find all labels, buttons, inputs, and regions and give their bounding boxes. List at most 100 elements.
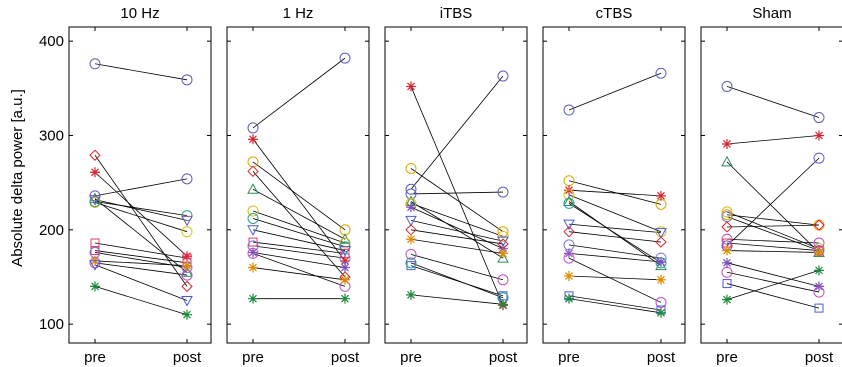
- marker-pre: [89, 196, 101, 208]
- marker-post: [182, 260, 192, 271]
- subject-line: [410, 219, 504, 242]
- subject-line: [252, 161, 346, 231]
- subject-line: [726, 242, 820, 251]
- subject-line: [94, 264, 188, 301]
- marker-pre: [722, 257, 732, 268]
- marker-pre: [247, 247, 259, 259]
- subject-line: [568, 231, 662, 243]
- marker-pre: [247, 122, 259, 134]
- x-tick-label: post: [489, 349, 518, 366]
- x-tick-label: post: [647, 349, 676, 366]
- panel-sham: Sham pre post: [700, 5, 842, 366]
- subject-line: [726, 214, 820, 226]
- subject-line: [726, 269, 820, 300]
- y-tick-label: 300: [39, 127, 64, 144]
- marker-post: [656, 274, 666, 285]
- panel-ctbs: cTBS pre post: [542, 5, 686, 366]
- marker-post: [182, 309, 192, 320]
- marker-pre: [248, 293, 258, 304]
- subject-line: [568, 257, 662, 303]
- marker-post: [497, 70, 509, 82]
- marker-pre: [406, 289, 416, 300]
- subject-line: [568, 223, 662, 234]
- marker-post: [813, 112, 825, 124]
- subject-line: [410, 294, 504, 305]
- plot-frame: [68, 26, 212, 344]
- marker-post: [340, 274, 350, 285]
- subject-line: [726, 157, 820, 247]
- panel-title: 1 Hz: [283, 5, 314, 22]
- marker-post: [655, 236, 667, 248]
- y-axis-label: Absolute delta power [a.u.]: [9, 89, 26, 267]
- marker-post: [814, 265, 824, 276]
- subject-line: [410, 253, 504, 281]
- marker-pre: [563, 189, 575, 201]
- marker-pre: [722, 138, 732, 149]
- marker-post: [339, 246, 351, 257]
- subject-line: [252, 253, 346, 287]
- x-tick-label: post: [173, 349, 202, 366]
- subject-line: [252, 252, 346, 268]
- x-tick-label: post: [805, 349, 834, 366]
- marker-pre: [564, 293, 574, 304]
- subject-line: [252, 241, 346, 254]
- marker-pre: [247, 225, 259, 236]
- marker-pre: [721, 221, 733, 233]
- marker-pre: [405, 248, 417, 260]
- subject-line: [252, 245, 346, 259]
- panel-title: cTBS: [596, 5, 633, 22]
- subject-line: [94, 201, 188, 217]
- subject-line: [94, 286, 188, 316]
- subject-line: [94, 178, 188, 197]
- panel-title: 10 Hz: [120, 5, 159, 22]
- subject-line: [252, 229, 346, 251]
- marker-pre: [721, 233, 733, 245]
- subject-line: [410, 168, 504, 233]
- subject-line: [568, 180, 662, 205]
- marker-pre: [90, 167, 100, 178]
- marker-post: [813, 219, 825, 231]
- subject-line: [410, 201, 504, 259]
- marker-pre: [406, 81, 416, 92]
- subject-line: [410, 262, 504, 299]
- y-tick-label: 400: [39, 33, 64, 50]
- marker-pre: [90, 246, 100, 256]
- panel-itbs: iTBS pre post: [384, 5, 528, 366]
- marker-post: [181, 74, 193, 86]
- marker-pre: [563, 252, 575, 264]
- marker-post: [181, 215, 193, 227]
- subject-line: [726, 271, 820, 293]
- marker-post: [498, 248, 508, 259]
- marker-post: [497, 252, 509, 263]
- marker-post: [813, 152, 825, 164]
- subject-line: [94, 63, 188, 81]
- subject-line: [252, 218, 346, 248]
- marker-pre: [405, 183, 417, 195]
- marker-post: [181, 226, 193, 238]
- marker-pre: [563, 219, 575, 231]
- x-tick-label: pre: [400, 349, 422, 366]
- marker-post: [814, 130, 824, 141]
- marker-pre: [248, 247, 258, 258]
- subject-line: [726, 238, 820, 244]
- marker-pre: [248, 262, 258, 273]
- marker-pre: [405, 257, 417, 269]
- subject-line: [726, 283, 820, 309]
- marker-post: [656, 307, 666, 318]
- subject-line: [410, 238, 504, 254]
- marker-pre: [247, 183, 259, 194]
- panel-10-hz: 10 Hz 100 200 300 400 pre post: [39, 5, 212, 366]
- marker-post: [181, 173, 193, 185]
- subject-line: [94, 171, 188, 257]
- marker-pre: [721, 266, 733, 278]
- subject-line: [94, 199, 188, 221]
- marker-post: [497, 274, 509, 286]
- marker-pre: [89, 58, 101, 70]
- subject-line: [252, 139, 346, 262]
- marker-post: [181, 210, 193, 222]
- marker-post: [182, 251, 192, 262]
- subject-line: [568, 295, 662, 311]
- x-tick-label: pre: [242, 349, 264, 366]
- marker-post: [655, 67, 667, 79]
